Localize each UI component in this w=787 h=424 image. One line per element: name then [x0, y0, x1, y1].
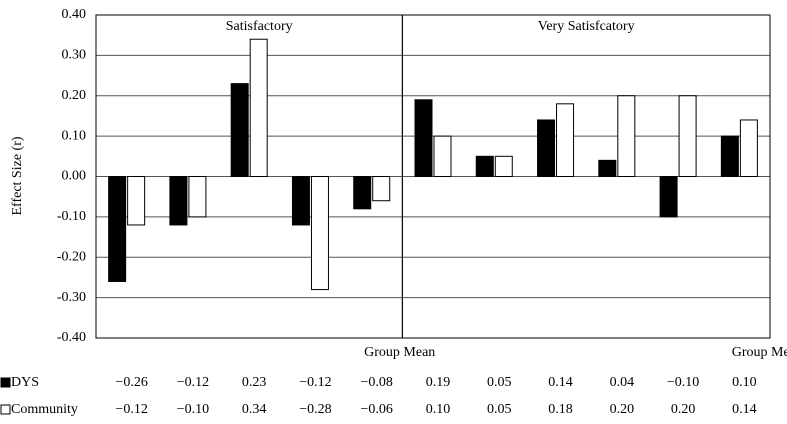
bar [598, 159, 617, 178]
bar [188, 176, 207, 218]
value-label: −0.10 [177, 402, 209, 417]
bar [494, 155, 513, 177]
value-label: 0.20 [610, 402, 635, 417]
y-tick-label: 0.30 [62, 48, 87, 63]
bar [169, 176, 188, 226]
plot-frame [95, 14, 771, 339]
value-label: 0.14 [732, 402, 757, 417]
y-tick-label: -0.40 [57, 330, 86, 345]
bar [249, 38, 268, 177]
bar [353, 176, 372, 210]
value-label: 0.10 [732, 375, 757, 390]
bar [433, 135, 452, 177]
bar [230, 83, 249, 177]
bar [739, 119, 758, 177]
bar [475, 155, 494, 177]
y-tick-label: 0.20 [62, 88, 87, 103]
value-label: −0.08 [361, 375, 393, 390]
y-tick-label: -0.20 [57, 249, 86, 264]
bar [372, 176, 391, 202]
bar [291, 176, 310, 226]
value-label: −0.12 [115, 402, 147, 417]
value-label: −0.26 [115, 375, 147, 390]
value-label: 0.34 [242, 402, 267, 417]
bar [537, 119, 556, 177]
value-label: 0.20 [671, 402, 696, 417]
value-label: 0.05 [487, 402, 512, 417]
bar [659, 176, 678, 218]
legend-swatch [0, 404, 11, 415]
value-label: −0.10 [667, 375, 699, 390]
legend-label: Community [11, 402, 78, 417]
x-tick-label: Group Mean [364, 345, 435, 360]
y-tick-label: 0.10 [62, 128, 87, 143]
bar [720, 135, 739, 177]
y-axis-label: Effect Size (r) [10, 136, 25, 215]
value-label: 0.19 [426, 375, 451, 390]
bar [617, 95, 636, 177]
y-tick-label: -0.10 [57, 209, 86, 224]
y-tick-label: 0.40 [62, 7, 87, 22]
value-label: −0.06 [361, 402, 393, 417]
bar [414, 99, 433, 177]
value-label: −0.12 [299, 375, 331, 390]
bar [310, 176, 329, 291]
bar [127, 176, 146, 226]
legend-label: DYS [11, 375, 39, 390]
bar [556, 103, 575, 177]
x-tick-label: Group Mean [732, 345, 787, 360]
y-tick-label: -0.30 [57, 290, 86, 305]
bar [678, 95, 697, 177]
value-label: 0.18 [548, 402, 573, 417]
bar [108, 176, 127, 282]
section-label: Very Satisfcatory [538, 19, 635, 34]
value-label: 0.10 [426, 402, 451, 417]
value-label: 0.14 [548, 375, 573, 390]
value-label: 0.23 [242, 375, 267, 390]
y-tick-label: 0.00 [62, 169, 87, 184]
value-label: 0.05 [487, 375, 512, 390]
section-label: Satisfactory [226, 19, 293, 34]
value-label: 0.04 [610, 375, 635, 390]
value-label: −0.12 [177, 375, 209, 390]
value-label: −0.28 [299, 402, 331, 417]
legend-swatch [0, 377, 11, 388]
